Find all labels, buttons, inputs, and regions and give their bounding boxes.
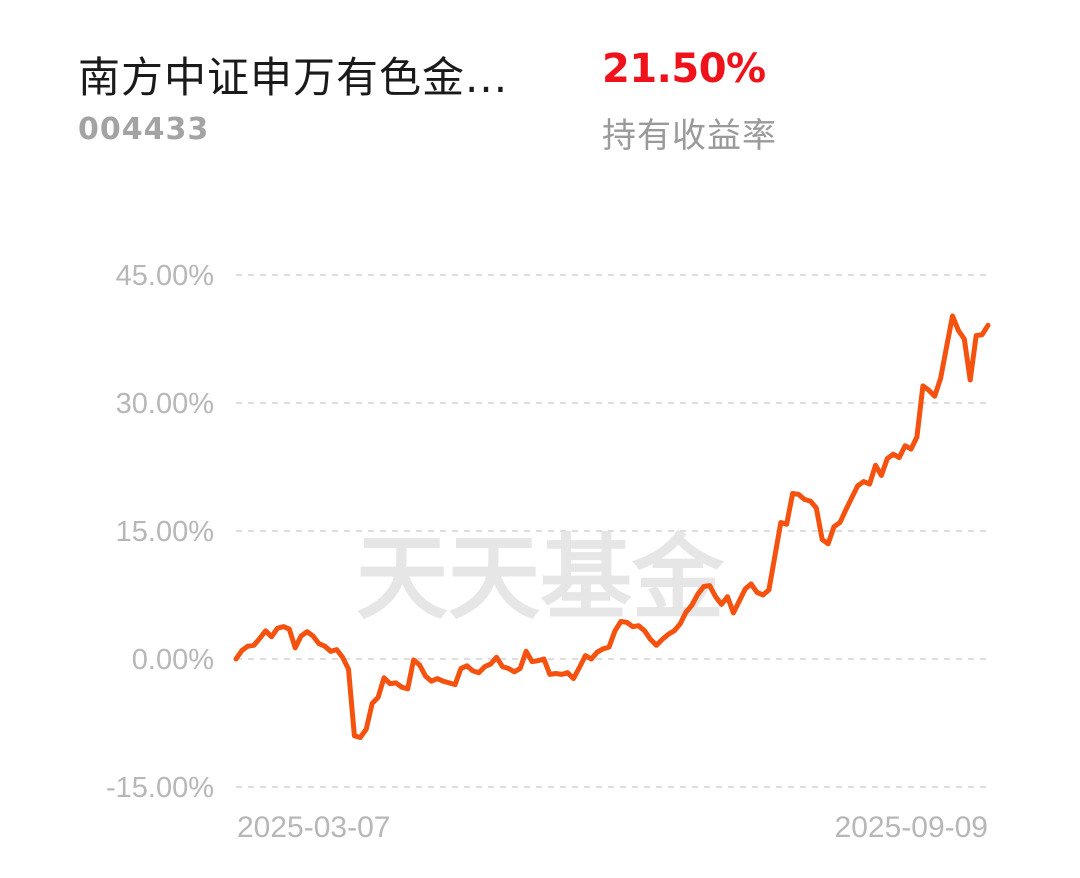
holding-return-value: 21.50% [602,46,766,92]
y-tick-label: 15.00% [116,516,214,548]
holding-return-label: 持有收益率 [602,116,777,156]
y-tick-label: 30.00% [116,388,214,420]
series-lines [233,313,991,740]
y-tick-label: -15.00% [106,772,214,804]
y-tick-label: 0.00% [132,644,214,676]
x-start-date-label: 2025-03-07 [237,811,390,844]
y-tick-label: 45.00% [116,260,214,292]
fund-header: 南方中证申万有色金... 004433 21.50% 持有收益率 [0,0,1080,200]
watermark-text: 天天基金 [356,524,725,632]
grid-lines [236,274,988,788]
fund-name[interactable]: 南方中证申万有色金... [78,53,509,102]
return-series-line [233,313,991,740]
y-axis-ticks: 45.00% 30.00% 15.00% 0.00% -15.00% [106,260,214,804]
x-end-date-label: 2025-09-09 [835,811,988,844]
fund-code: 004433 [78,112,210,147]
